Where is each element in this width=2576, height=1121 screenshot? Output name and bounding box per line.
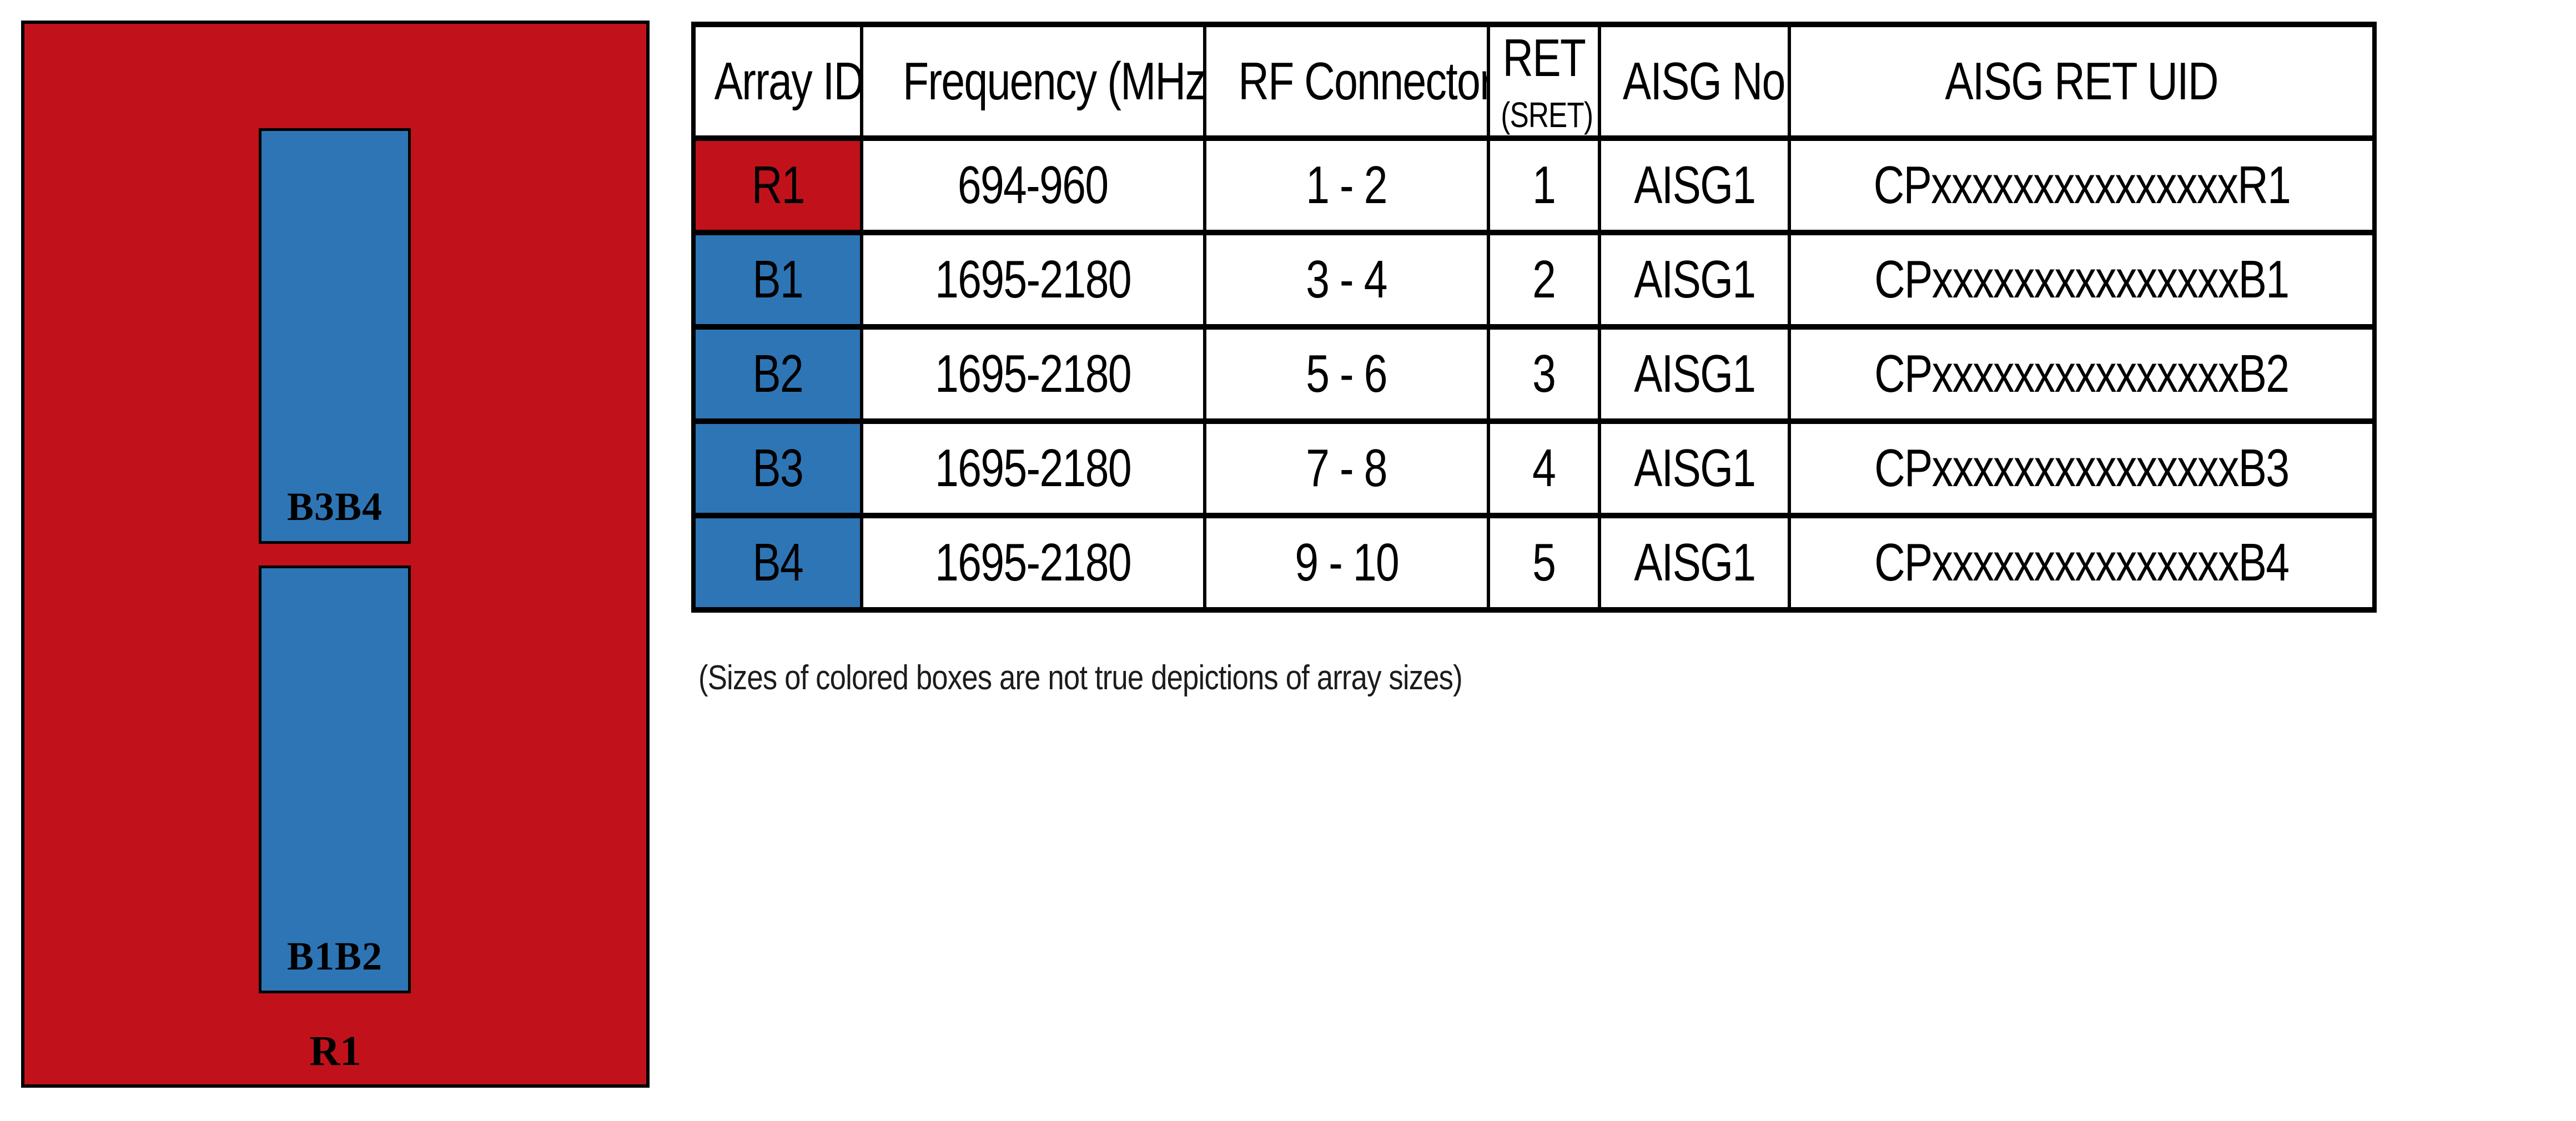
cell-frequency: 1695-2180 xyxy=(859,230,1206,330)
cell-aisg-ret-uid-text: CPxxxxxxxxxxxxxxxB3 xyxy=(1874,438,2290,498)
cell-frequency-text: 1695-2180 xyxy=(935,438,1131,498)
cell-aisg-ret-uid-text: CPxxxxxxxxxxxxxxxB1 xyxy=(1874,250,2290,309)
cell-aisg-ret-uid: CPxxxxxxxxxxxxxxxB4 xyxy=(1788,513,2376,613)
cell-aisg-ret-uid-text: CPxxxxxxxxxxxxxxxB4 xyxy=(1874,533,2290,592)
cell-aisg-ret-uid: CPxxxxxxxxxxxxxxxR1 xyxy=(1788,135,2376,235)
cell-rf-connector: 1 - 2 xyxy=(1203,135,1491,235)
cell-aisg-ret-uid-text: CPxxxxxxxxxxxxxxxR1 xyxy=(1873,155,2291,215)
cell-frequency: 1695-2180 xyxy=(859,324,1206,424)
col-header-rf-connector: RF Connector xyxy=(1203,22,1491,141)
cell-ret-text: 5 xyxy=(1532,533,1557,592)
cell-frequency: 694-960 xyxy=(859,135,1206,235)
table-row-b4: B4 1695-2180 9 - 10 5 AISG1 CPxxxxxxxxxx… xyxy=(692,513,2376,613)
cell-rf-connector: 7 - 8 xyxy=(1203,418,1491,518)
col-header-ret: RET (SRET) xyxy=(1487,22,1602,141)
size-disclaimer-note: (Sizes of colored boxes are not true dep… xyxy=(698,659,1463,697)
cell-aisg-no-text: AISG1 xyxy=(1634,533,1756,592)
array-b1b2-region: B1B2 xyxy=(259,565,411,993)
array-spec-table: Array ID Frequency (MHz) RF Connector RE… xyxy=(691,22,2377,613)
cell-ret-text: 4 xyxy=(1532,438,1557,498)
cell-ret: 1 xyxy=(1487,135,1602,235)
cell-rf-connector: 9 - 10 xyxy=(1203,513,1491,613)
cell-rf-connector: 5 - 6 xyxy=(1203,324,1491,424)
col-header-ret-text: RET xyxy=(1502,28,1586,88)
col-header-aisg-no: AISG No. xyxy=(1598,22,1792,141)
cell-rf-connector-text: 7 - 8 xyxy=(1306,438,1388,498)
cell-ret: 3 xyxy=(1487,324,1602,424)
cell-aisg-no: AISG1 xyxy=(1598,230,1792,330)
cell-ret-text: 2 xyxy=(1532,250,1557,309)
cell-rf-connector-text: 3 - 4 xyxy=(1306,250,1388,309)
cell-aisg-ret-uid: CPxxxxxxxxxxxxxxxB1 xyxy=(1788,230,2376,330)
table-row-r1: R1 694-960 1 - 2 1 AISG1 CPxxxxxxxxxxxxx… xyxy=(692,135,2376,235)
cell-array-id-text: B2 xyxy=(752,344,804,403)
cell-ret: 2 xyxy=(1487,230,1602,330)
cell-ret: 4 xyxy=(1487,418,1602,518)
array-b3b4-label: B3B4 xyxy=(286,484,383,529)
table-row-b1: B1 1695-2180 3 - 4 2 AISG1 CPxxxxxxxxxxx… xyxy=(692,230,2376,330)
cell-frequency-text: 1695-2180 xyxy=(935,533,1131,592)
col-header-aisg-ret-uid: AISG RET UID xyxy=(1788,22,2376,141)
header-row: Array ID Frequency (MHz) RF Connector RE… xyxy=(692,22,2376,141)
cell-frequency: 1695-2180 xyxy=(859,513,1206,613)
cell-rf-connector-text: 9 - 10 xyxy=(1294,533,1399,592)
cell-array-id: B4 xyxy=(692,513,863,613)
cell-aisg-ret-uid: CPxxxxxxxxxxxxxxxB2 xyxy=(1788,324,2376,424)
cell-array-id: B2 xyxy=(692,324,863,424)
cell-array-id: B1 xyxy=(692,230,863,330)
col-header-aisg-no-text: AISG No. xyxy=(1623,51,1790,111)
table-row-b3: B3 1695-2180 7 - 8 4 AISG1 CPxxxxxxxxxxx… xyxy=(692,418,2376,518)
cell-rf-connector: 3 - 4 xyxy=(1203,230,1491,330)
cell-frequency-text: 1695-2180 xyxy=(935,344,1131,403)
cell-frequency-text: 694-960 xyxy=(958,155,1109,215)
cell-ret-text: 3 xyxy=(1532,344,1557,403)
array-r1-region: B3B4 B1B2 R1 xyxy=(21,21,650,1088)
cell-aisg-no-text: AISG1 xyxy=(1634,438,1756,498)
col-header-rf-connector-text: RF Connector xyxy=(1237,51,1489,111)
cell-ret-text: 1 xyxy=(1532,155,1557,215)
col-header-sret-text: (SRET) xyxy=(1501,94,1594,135)
cell-aisg-ret-uid-text: CPxxxxxxxxxxxxxxxB2 xyxy=(1874,344,2290,403)
cell-rf-connector-text: 1 - 2 xyxy=(1306,155,1388,215)
cell-aisg-no: AISG1 xyxy=(1598,324,1792,424)
col-header-array-id: Array ID xyxy=(692,22,863,141)
array-b1b2-label: B1B2 xyxy=(286,934,383,978)
cell-array-id-text: R1 xyxy=(751,155,805,215)
cell-array-id-text: B4 xyxy=(752,533,804,592)
cell-aisg-no: AISG1 xyxy=(1598,418,1792,518)
cell-array-id-text: B1 xyxy=(752,250,804,309)
cell-aisg-ret-uid: CPxxxxxxxxxxxxxxxB3 xyxy=(1788,418,2376,518)
col-header-frequency: Frequency (MHz) xyxy=(859,22,1206,141)
col-header-array-id-text: Array ID xyxy=(714,51,862,111)
cell-rf-connector-text: 5 - 6 xyxy=(1306,344,1388,403)
cell-array-id-text: B3 xyxy=(752,438,804,498)
cell-frequency-text: 1695-2180 xyxy=(935,250,1131,309)
col-header-frequency-text: Frequency (MHz) xyxy=(902,51,1205,111)
array-r1-label: R1 xyxy=(309,1028,361,1074)
cell-aisg-no: AISG1 xyxy=(1598,135,1792,235)
cell-aisg-no-text: AISG1 xyxy=(1634,344,1756,403)
cell-aisg-no: AISG1 xyxy=(1598,513,1792,613)
table-row-b2: B2 1695-2180 5 - 6 3 AISG1 CPxxxxxxxxxxx… xyxy=(692,324,2376,424)
cell-aisg-no-text: AISG1 xyxy=(1634,155,1756,215)
cell-ret: 5 xyxy=(1487,513,1602,613)
cell-aisg-no-text: AISG1 xyxy=(1634,250,1756,309)
array-b3b4-region: B3B4 xyxy=(259,128,411,544)
col-header-aisg-ret-uid-text: AISG RET UID xyxy=(1945,51,2219,111)
cell-array-id: B3 xyxy=(692,418,863,518)
cell-array-id: R1 xyxy=(692,135,863,235)
cell-frequency: 1695-2180 xyxy=(859,418,1206,518)
